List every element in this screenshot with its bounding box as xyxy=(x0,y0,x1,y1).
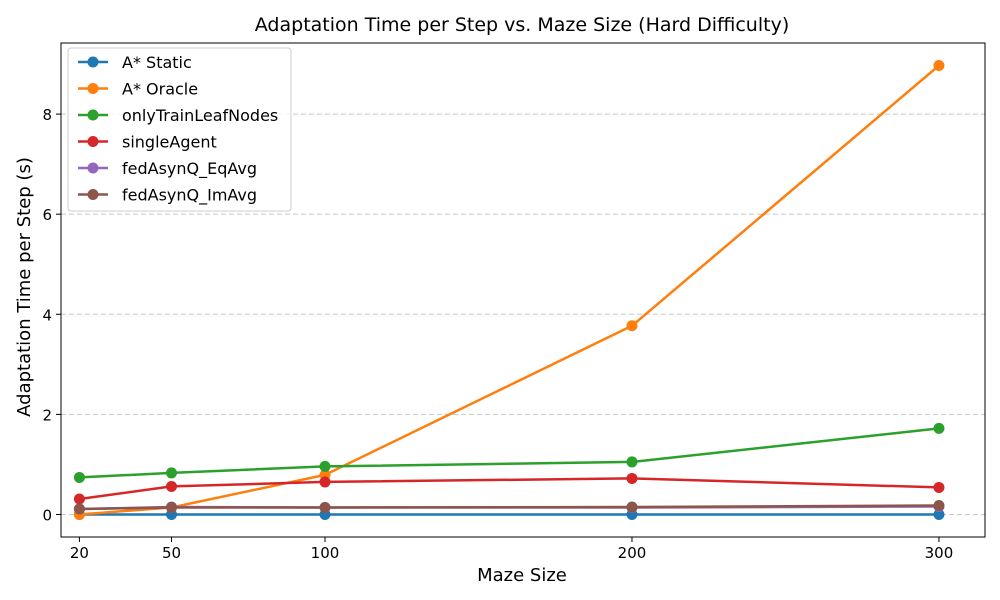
data-point xyxy=(166,501,178,513)
series-5 xyxy=(73,499,945,515)
data-point xyxy=(626,456,638,468)
series-line xyxy=(79,427,940,479)
data-point xyxy=(319,460,331,472)
legend-marker xyxy=(87,189,99,200)
legend-marker xyxy=(87,136,99,147)
series-0 xyxy=(73,508,945,520)
y-tick-label: 4 xyxy=(42,306,52,324)
y-tick-label: 8 xyxy=(42,106,52,124)
legend-marker xyxy=(87,56,99,68)
legend-label: onlyTrainLeafNodes xyxy=(122,106,278,125)
legend-marker xyxy=(87,162,99,174)
y-axis: 0 2 4 6 8 xyxy=(42,106,61,524)
data-point xyxy=(73,493,85,505)
x-axis: 20 50 100 200 300 xyxy=(70,537,953,562)
x-tick-label: 20 xyxy=(70,544,89,562)
legend-label: singleAgent xyxy=(122,133,217,152)
y-axis-label: Adaptation Time per Step (s) xyxy=(14,157,35,417)
legend-label: fedAsynQ_ImAvg xyxy=(122,186,257,206)
data-point xyxy=(933,508,945,520)
data-point xyxy=(933,481,945,493)
legend-item: A* Static xyxy=(78,53,192,72)
data-point xyxy=(73,503,85,515)
legend-marker xyxy=(87,83,99,94)
series-line xyxy=(79,477,940,501)
legend-box xyxy=(67,47,292,212)
legend-label: fedAsynQ_EqAvg xyxy=(122,159,257,179)
legend-item: fedAsynQ_EqAvg xyxy=(78,159,257,179)
x-tick-label: 300 xyxy=(925,544,954,562)
legend: A* Static A* Oracle onlyTrainLeafNodes sing… xyxy=(67,47,292,212)
y-tick-label: 6 xyxy=(42,206,52,224)
data-point xyxy=(166,467,178,479)
data-point xyxy=(626,501,638,513)
x-axis-label: Maze Size xyxy=(477,565,567,586)
data-point xyxy=(933,60,945,72)
legend-label: A* Oracle xyxy=(122,80,198,99)
data-point xyxy=(933,499,945,511)
legend-item: singleAgent xyxy=(78,133,217,152)
y-tick-label: 0 xyxy=(42,506,52,524)
y-tick-label: 2 xyxy=(42,406,52,424)
legend-marker xyxy=(87,109,99,121)
legend-label: A* Static xyxy=(122,53,192,72)
series-2 xyxy=(73,422,945,483)
legend-item: fedAsynQ_ImAvg xyxy=(78,186,257,206)
data-point xyxy=(166,480,178,492)
series-3 xyxy=(73,472,945,505)
data-point xyxy=(319,476,331,488)
data-point xyxy=(73,471,85,483)
data-point xyxy=(626,472,638,484)
data-point xyxy=(319,501,331,513)
data-point xyxy=(626,320,638,332)
data-point xyxy=(933,422,945,434)
x-tick-label: 50 xyxy=(162,544,181,562)
series-layer xyxy=(73,60,945,520)
x-tick-label: 100 xyxy=(311,544,340,562)
legend-item: A* Oracle xyxy=(78,80,198,99)
x-tick-label: 200 xyxy=(618,544,647,562)
chart-title: Adaptation Time per Step vs. Maze Size (… xyxy=(255,14,789,36)
legend-item: onlyTrainLeafNodes xyxy=(78,106,278,125)
plot-frame xyxy=(60,42,986,538)
